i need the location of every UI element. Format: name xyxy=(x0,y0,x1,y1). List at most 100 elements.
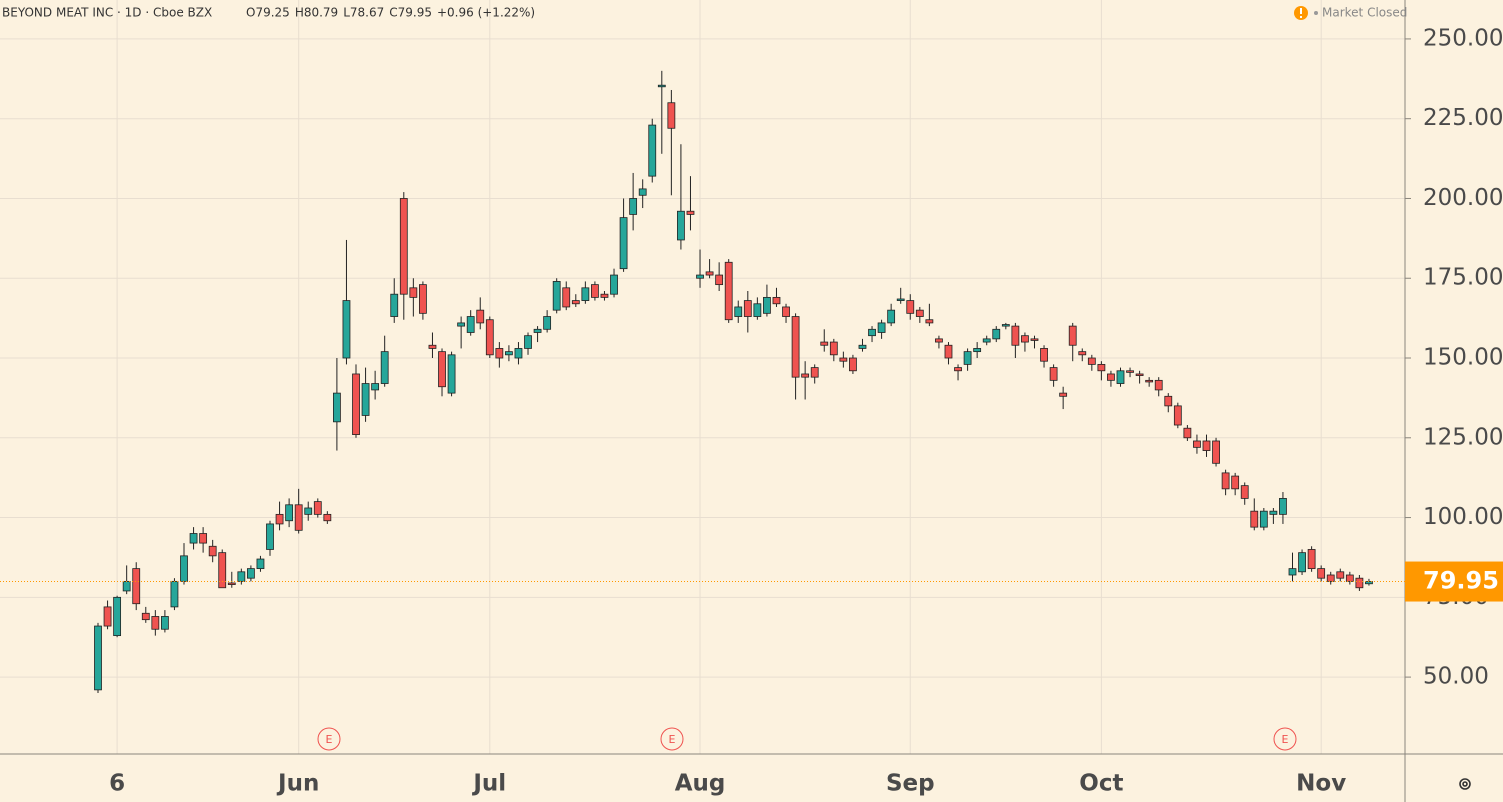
candle-body xyxy=(438,351,446,388)
candle-body xyxy=(361,383,370,416)
candle-body xyxy=(390,293,399,317)
candle-body xyxy=(132,568,141,605)
candle-body xyxy=(466,316,475,333)
candle-body xyxy=(380,351,389,384)
candle-body xyxy=(734,306,743,317)
candle-body xyxy=(896,298,905,301)
candle-body xyxy=(1326,574,1335,582)
y-tick-label: 250.00 xyxy=(1423,25,1503,51)
candle-body xyxy=(141,612,150,621)
candle-body xyxy=(180,555,188,582)
y-tick-label: 225.00 xyxy=(1423,105,1503,131)
candle-body xyxy=(600,293,609,298)
event-label: E xyxy=(669,733,676,746)
candle-body xyxy=(524,335,532,349)
candle-body xyxy=(1068,325,1077,346)
x-tick-label: Oct xyxy=(1079,771,1123,797)
legend-value: +0.96 (+1.22%) xyxy=(437,6,535,20)
last-price-label: 79.95 xyxy=(1423,567,1499,595)
candle-body xyxy=(810,367,819,378)
settings-icon[interactable] xyxy=(1459,778,1471,790)
event-marker xyxy=(1273,727,1297,751)
candle-body xyxy=(533,328,542,333)
gear-ring xyxy=(1459,778,1471,790)
candle-body xyxy=(1231,475,1240,490)
x-tick-label: Sep xyxy=(886,771,935,797)
last-price-box xyxy=(1405,561,1503,602)
legend-value: C79.95 xyxy=(389,6,432,20)
candle-body xyxy=(1279,498,1287,515)
y-tick-label: 175.00 xyxy=(1423,265,1503,291)
candle-body xyxy=(591,284,599,298)
candle-body xyxy=(1126,370,1134,373)
candle-body xyxy=(1059,392,1068,397)
candle-body xyxy=(1078,351,1087,356)
candle-body xyxy=(1345,574,1354,582)
candle-body xyxy=(237,571,246,582)
legend-value: L78.67 xyxy=(343,6,384,20)
x-tick-label: Jun xyxy=(276,771,319,797)
candle-body xyxy=(113,596,122,637)
candle-body xyxy=(94,625,102,691)
candle-body xyxy=(1116,370,1125,384)
x-tick-label: 6 xyxy=(109,771,125,797)
candle-body xyxy=(915,309,924,317)
candle-body xyxy=(1307,549,1316,570)
candle-body xyxy=(1221,472,1230,490)
candle-body xyxy=(1087,357,1096,365)
y-tick-label: 150.00 xyxy=(1423,345,1503,371)
candle-body xyxy=(705,271,714,276)
candle-body xyxy=(791,316,800,378)
candle-body xyxy=(648,124,657,177)
candle-body xyxy=(476,309,485,324)
candle-body xyxy=(189,533,198,544)
candle-body xyxy=(218,552,227,589)
candle-body xyxy=(1288,568,1297,576)
candle-body xyxy=(1135,373,1144,376)
candle-body xyxy=(829,341,838,356)
candle-body xyxy=(925,319,934,324)
candle-body xyxy=(715,274,724,286)
event-marker xyxy=(317,727,341,751)
candle-body xyxy=(495,348,504,359)
candle-body xyxy=(1145,379,1154,383)
candle-body xyxy=(1259,510,1268,528)
status-icon-mark xyxy=(1300,8,1302,14)
candle-body xyxy=(696,274,704,279)
candle-body xyxy=(868,328,876,337)
candle-body xyxy=(332,392,341,423)
status-icon-mark xyxy=(1300,16,1302,18)
candle-body xyxy=(1173,405,1182,426)
x-tick-label: Jul xyxy=(471,771,506,797)
x-tick-label: Aug xyxy=(675,771,726,797)
candle-body xyxy=(160,616,169,630)
candle-body xyxy=(571,300,580,305)
candle-body xyxy=(1021,335,1029,343)
candle-body xyxy=(562,287,571,308)
candle-body xyxy=(801,373,810,378)
candle-body xyxy=(1202,440,1211,451)
candle-body xyxy=(638,188,647,196)
candle-body xyxy=(944,344,953,359)
candle-body xyxy=(275,513,284,525)
candle-body xyxy=(858,344,867,349)
candle-body xyxy=(256,558,265,570)
candle-body xyxy=(743,300,752,317)
candle-body xyxy=(906,300,915,314)
candle-body xyxy=(954,367,962,372)
y-tick-label: 200.00 xyxy=(1423,185,1503,211)
market-status[interactable]: Market Closed xyxy=(1322,6,1407,20)
candle-body xyxy=(285,504,294,522)
candle-body xyxy=(820,341,829,346)
candle-body xyxy=(1193,440,1201,448)
y-tick-label: 100.00 xyxy=(1423,504,1503,530)
candle-body xyxy=(323,513,332,522)
event-label: E xyxy=(326,733,333,746)
candle-body xyxy=(657,84,666,88)
candle-body xyxy=(409,287,418,298)
candle-body xyxy=(151,616,160,630)
candle-body xyxy=(581,287,590,301)
candle-body xyxy=(371,383,380,391)
candle-body xyxy=(753,303,762,317)
legend-value: H80.79 xyxy=(295,6,338,20)
